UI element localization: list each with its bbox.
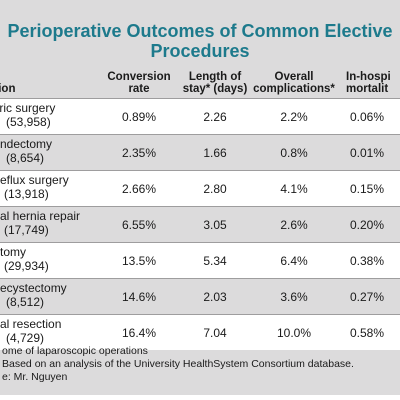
los-cell: 3.05 — [180, 206, 250, 243]
mortality-cell: 0.58% — [338, 314, 400, 350]
conversion-cell: 2.66% — [98, 170, 180, 207]
header-conversion-rate: Conversion rate — [107, 71, 171, 95]
header-overall-complications: Overall complications* — [253, 71, 335, 95]
title-line-1: Perioperative Outcomes of Common Electiv… — [7, 21, 393, 41]
table-row: ecystectomy (8,512) 14.6% 2.03 3.6% 0.27% — [0, 278, 400, 315]
header-length-of-stay: Length of stay* (days) — [182, 71, 248, 95]
procedure-cell: ndectomy (8,654) — [0, 134, 98, 171]
footnotes: ome of laparoscopic operations Based on … — [0, 345, 400, 384]
conversion-cell: 6.55% — [98, 206, 180, 243]
complications-cell: 3.6% — [250, 278, 338, 315]
mortality-cell: 0.15% — [338, 170, 400, 207]
header-procedure: ation — [0, 83, 16, 95]
footnote-line-1: ome of laparoscopic operations — [2, 345, 148, 357]
conversion-cell: 2.35% — [98, 134, 180, 171]
table-row: al hernia repair (17,749) 6.55% 3.05 2.6%… — [0, 206, 400, 243]
mortality-cell: 0.06% — [338, 98, 400, 135]
header-in-hospital-mortality: In-hospi mortalit — [346, 71, 391, 95]
complications-cell: 10.0% — [250, 314, 338, 350]
table-title: Perioperative Outcomes of Common Electiv… — [0, 21, 400, 61]
mortality-cell: 0.27% — [338, 278, 400, 315]
los-cell: 5.34 — [180, 242, 250, 279]
mortality-cell: 0.20% — [338, 206, 400, 243]
table-row: al resection (4,729) 16.4% 7.04 10.0% 0.5… — [0, 314, 400, 350]
los-cell: 1.66 — [180, 134, 250, 171]
complications-cell: 4.1% — [250, 170, 338, 207]
complications-cell: 0.8% — [250, 134, 338, 171]
los-cell: 2.80 — [180, 170, 250, 207]
los-cell: 2.03 — [180, 278, 250, 315]
complications-cell: 2.6% — [250, 206, 338, 243]
mortality-cell: 0.01% — [338, 134, 400, 171]
procedure-cell: tric surgery (53,958) — [0, 98, 98, 135]
table-row: tomy (29,934) 13.5% 5.34 6.4% 0.38% — [0, 242, 400, 279]
table-row: tric surgery (53,958) 0.89% 2.26 2.2% 0.0… — [0, 98, 400, 135]
table-row: ndectomy (8,654) 2.35% 1.66 0.8% 0.01% — [0, 134, 400, 171]
procedure-cell: ecystectomy (8,512) — [0, 278, 98, 315]
conversion-cell: 16.4% — [98, 314, 180, 350]
conversion-cell: 13.5% — [98, 242, 180, 279]
title-line-2: Procedures — [150, 41, 250, 61]
procedure-cell: eflux surgery (13,918) — [0, 170, 98, 207]
complications-cell: 6.4% — [250, 242, 338, 279]
los-cell: 7.04 — [180, 314, 250, 350]
conversion-cell: 0.89% — [98, 98, 180, 135]
footnote-line-2: Based on an analysis of the University H… — [2, 358, 354, 370]
conversion-cell: 14.6% — [98, 278, 180, 315]
los-cell: 2.26 — [180, 98, 250, 135]
footnote-line-3: e: Mr. Nguyen — [2, 371, 68, 383]
procedure-cell: al resection (4,729) — [0, 314, 98, 350]
table-row: eflux surgery (13,918) 2.66% 2.80 4.1% 0.… — [0, 170, 400, 207]
mortality-cell: 0.38% — [338, 242, 400, 279]
procedure-cell: al hernia repair (17,749) — [0, 206, 98, 243]
procedure-cell: tomy (29,934) — [0, 242, 98, 279]
complications-cell: 2.2% — [250, 98, 338, 135]
